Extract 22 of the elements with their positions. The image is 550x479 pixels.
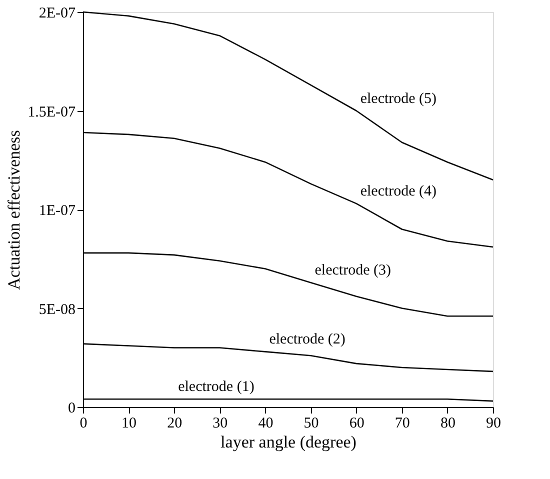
y-tick-label: 2E-07: [38, 6, 76, 22]
annotation: electrode (2): [269, 332, 346, 348]
y-tick-label: 1.5E-07: [28, 104, 76, 120]
annotation: electrode (5): [360, 90, 437, 107]
x-tick-label: 70: [394, 416, 410, 432]
x-tick-label: 50: [304, 416, 319, 432]
x-tick-label: 20: [167, 416, 182, 432]
x-tick-label: 40: [258, 416, 274, 432]
annotation: electrode (4): [360, 184, 437, 200]
annotation: electrode (1): [178, 379, 254, 396]
x-axis-title: layer angle (degree): [220, 432, 356, 452]
y-tick-label: 0: [68, 400, 76, 416]
x-tick-label: 30: [212, 416, 228, 432]
y-tick-label: 5E-08: [38, 302, 76, 318]
annotation: electrode (3): [314, 262, 391, 279]
y-axis-title: Actuation effectiveness: [4, 130, 24, 290]
x-tick-label: 10: [122, 416, 137, 432]
y-tick-label: 1E-07: [38, 203, 76, 219]
x-tick-label: 80: [440, 416, 456, 432]
x-tick-label: 60: [349, 416, 364, 432]
x-tick-label: 90: [486, 416, 501, 432]
x-tick-label: 0: [80, 416, 88, 432]
